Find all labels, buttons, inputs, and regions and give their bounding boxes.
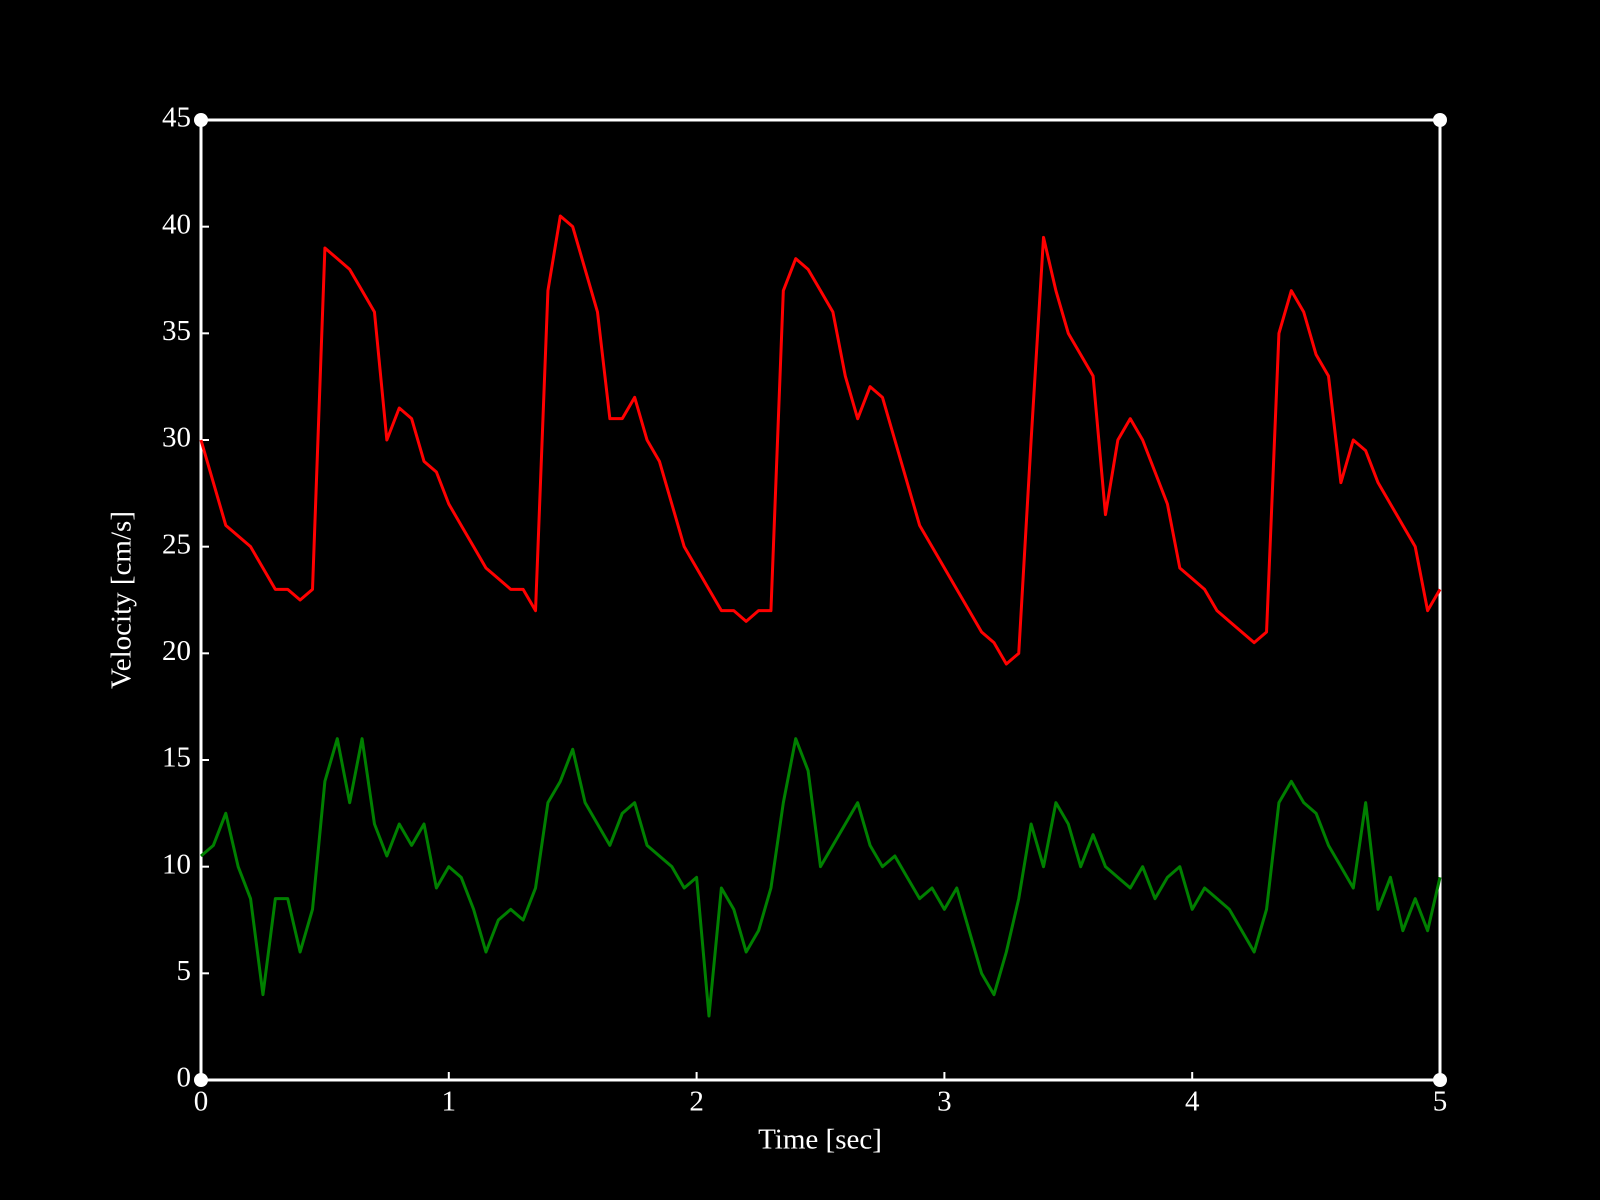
- y-tick-label: 40: [162, 208, 191, 240]
- y-axis-label: Velocity [cm/s]: [106, 511, 138, 689]
- y-tick-label: 5: [177, 955, 192, 987]
- x-axis-label: Time [sec]: [758, 1124, 882, 1156]
- y-tick-label: 30: [162, 422, 191, 454]
- y-tick-label: 15: [162, 742, 191, 774]
- x-tick-label: 5: [1433, 1086, 1448, 1118]
- corner-dot: [1433, 113, 1447, 127]
- y-tick-label: 25: [162, 528, 191, 560]
- x-tick-label: 0: [194, 1086, 209, 1118]
- y-tick-label: 10: [162, 848, 191, 880]
- data-line: [200, 737, 1442, 1018]
- x-tick-label: 4: [1185, 1086, 1200, 1118]
- y-tick-label: 35: [162, 315, 191, 347]
- x-tick-label: 3: [937, 1086, 952, 1118]
- data-line: [199, 214, 1442, 666]
- y-tick-label: 45: [162, 102, 191, 134]
- y-tick-label: 20: [162, 635, 191, 667]
- x-tick-label: 2: [689, 1086, 704, 1118]
- plot-frame: [199, 118, 1442, 1082]
- x-tick-label: 1: [442, 1086, 457, 1118]
- y-tick-label: 0: [177, 1062, 192, 1094]
